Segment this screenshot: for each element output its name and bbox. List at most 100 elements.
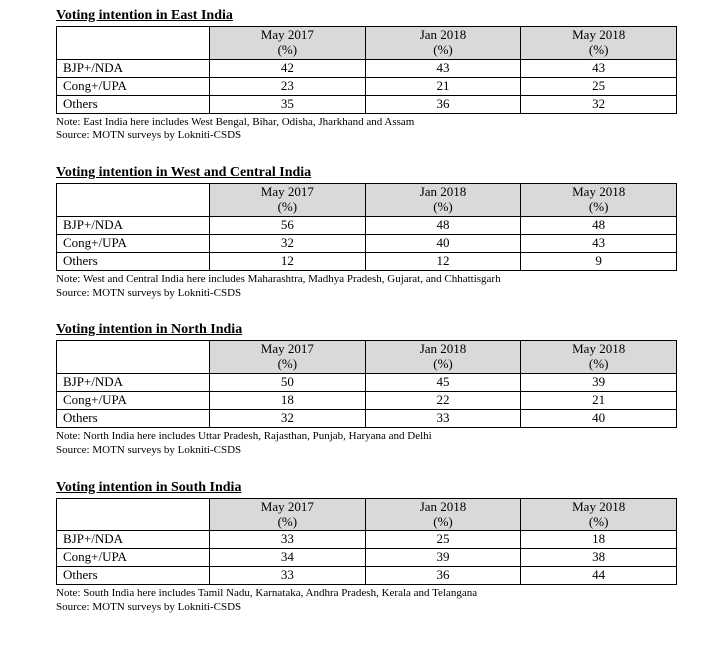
- cell: 56: [210, 217, 366, 235]
- table-row: BJP+/NDA 50 45 39: [57, 374, 677, 392]
- cell: 43: [521, 59, 677, 77]
- table-header-row: May 2017 (%) Jan 2018 (%) May 2018 (%): [57, 341, 677, 374]
- section-east-india: Voting intention in East India May 2017 …: [56, 8, 677, 143]
- table-row: Cong+/UPA 34 39 38: [57, 549, 677, 567]
- table-note: Note: West and Central India here includ…: [56, 273, 677, 287]
- cell: 44: [521, 567, 677, 585]
- row-label: Cong+/UPA: [57, 235, 210, 253]
- table-row: Others 12 12 9: [57, 252, 677, 270]
- unit-label: (%): [216, 43, 359, 58]
- table-note: Note: East India here includes West Beng…: [56, 116, 677, 130]
- cell: 48: [365, 217, 521, 235]
- cell: 25: [365, 531, 521, 549]
- cell: 39: [365, 549, 521, 567]
- cell: 32: [210, 410, 366, 428]
- cell: 33: [210, 567, 366, 585]
- period-label: May 2018: [572, 184, 625, 199]
- table-row: BJP+/NDA 42 43 43: [57, 59, 677, 77]
- unit-label: (%): [372, 515, 515, 530]
- cell: 9: [521, 252, 677, 270]
- section-north-india: Voting intention in North India May 2017…: [56, 322, 677, 457]
- period-label: Jan 2018: [420, 27, 467, 42]
- row-label: BJP+/NDA: [57, 217, 210, 235]
- blank-header: [57, 184, 210, 217]
- col-header: May 2017 (%): [210, 341, 366, 374]
- period-label: May 2017: [261, 27, 314, 42]
- row-label: BJP+/NDA: [57, 374, 210, 392]
- unit-label: (%): [216, 200, 359, 215]
- unit-label: (%): [372, 43, 515, 58]
- cell: 33: [365, 410, 521, 428]
- table-row: Others 33 36 44: [57, 567, 677, 585]
- table-row: Cong+/UPA 18 22 21: [57, 392, 677, 410]
- section-title: Voting intention in West and Central Ind…: [56, 165, 677, 181]
- table-source: Source: MOTN surveys by Lokniti-CSDS: [56, 287, 677, 301]
- section-south-india: Voting intention in South India May 2017…: [56, 480, 677, 615]
- voting-table: May 2017 (%) Jan 2018 (%) May 2018 (%) B…: [56, 183, 677, 271]
- period-label: May 2018: [572, 341, 625, 356]
- period-label: May 2017: [261, 499, 314, 514]
- col-header: Jan 2018 (%): [365, 498, 521, 531]
- table-header-row: May 2017 (%) Jan 2018 (%) May 2018 (%): [57, 184, 677, 217]
- table-row: Cong+/UPA 32 40 43: [57, 235, 677, 253]
- row-label: Cong+/UPA: [57, 77, 210, 95]
- col-header: May 2017 (%): [210, 184, 366, 217]
- table-row: Cong+/UPA 23 21 25: [57, 77, 677, 95]
- row-label: BJP+/NDA: [57, 531, 210, 549]
- row-label: Others: [57, 252, 210, 270]
- cell: 12: [365, 252, 521, 270]
- section-title: Voting intention in East India: [56, 8, 677, 24]
- cell: 48: [521, 217, 677, 235]
- unit-label: (%): [216, 515, 359, 530]
- row-label: BJP+/NDA: [57, 59, 210, 77]
- cell: 45: [365, 374, 521, 392]
- period-label: Jan 2018: [420, 184, 467, 199]
- table-row: Others 32 33 40: [57, 410, 677, 428]
- col-header: May 2018 (%): [521, 341, 677, 374]
- period-label: May 2017: [261, 184, 314, 199]
- cell: 21: [365, 77, 521, 95]
- table-row: BJP+/NDA 56 48 48: [57, 217, 677, 235]
- unit-label: (%): [527, 357, 670, 372]
- col-header: Jan 2018 (%): [365, 184, 521, 217]
- col-header: May 2018 (%): [521, 27, 677, 60]
- cell: 18: [210, 392, 366, 410]
- unit-label: (%): [527, 515, 670, 530]
- cell: 18: [521, 531, 677, 549]
- col-header: Jan 2018 (%): [365, 341, 521, 374]
- unit-label: (%): [527, 200, 670, 215]
- table-row: Others 35 36 32: [57, 95, 677, 113]
- table-header-row: May 2017 (%) Jan 2018 (%) May 2018 (%): [57, 27, 677, 60]
- row-label: Others: [57, 410, 210, 428]
- blank-header: [57, 498, 210, 531]
- period-label: May 2018: [572, 499, 625, 514]
- cell: 12: [210, 252, 366, 270]
- table-header-row: May 2017 (%) Jan 2018 (%) May 2018 (%): [57, 498, 677, 531]
- col-header: May 2018 (%): [521, 184, 677, 217]
- row-label: Cong+/UPA: [57, 392, 210, 410]
- unit-label: (%): [372, 357, 515, 372]
- cell: 36: [365, 567, 521, 585]
- table-source: Source: MOTN surveys by Lokniti-CSDS: [56, 601, 677, 615]
- col-header: May 2018 (%): [521, 498, 677, 531]
- table-note: Note: South India here includes Tamil Na…: [56, 587, 677, 601]
- col-header: Jan 2018 (%): [365, 27, 521, 60]
- cell: 25: [521, 77, 677, 95]
- row-label: Others: [57, 567, 210, 585]
- cell: 32: [210, 235, 366, 253]
- cell: 34: [210, 549, 366, 567]
- cell: 39: [521, 374, 677, 392]
- cell: 21: [521, 392, 677, 410]
- cell: 32: [521, 95, 677, 113]
- cell: 43: [521, 235, 677, 253]
- blank-header: [57, 27, 210, 60]
- table-row: BJP+/NDA 33 25 18: [57, 531, 677, 549]
- period-label: May 2018: [572, 27, 625, 42]
- cell: 23: [210, 77, 366, 95]
- cell: 40: [365, 235, 521, 253]
- unit-label: (%): [527, 43, 670, 58]
- voting-table: May 2017 (%) Jan 2018 (%) May 2018 (%) B…: [56, 498, 677, 586]
- voting-table: May 2017 (%) Jan 2018 (%) May 2018 (%) B…: [56, 340, 677, 428]
- section-title: Voting intention in North India: [56, 322, 677, 338]
- period-label: Jan 2018: [420, 499, 467, 514]
